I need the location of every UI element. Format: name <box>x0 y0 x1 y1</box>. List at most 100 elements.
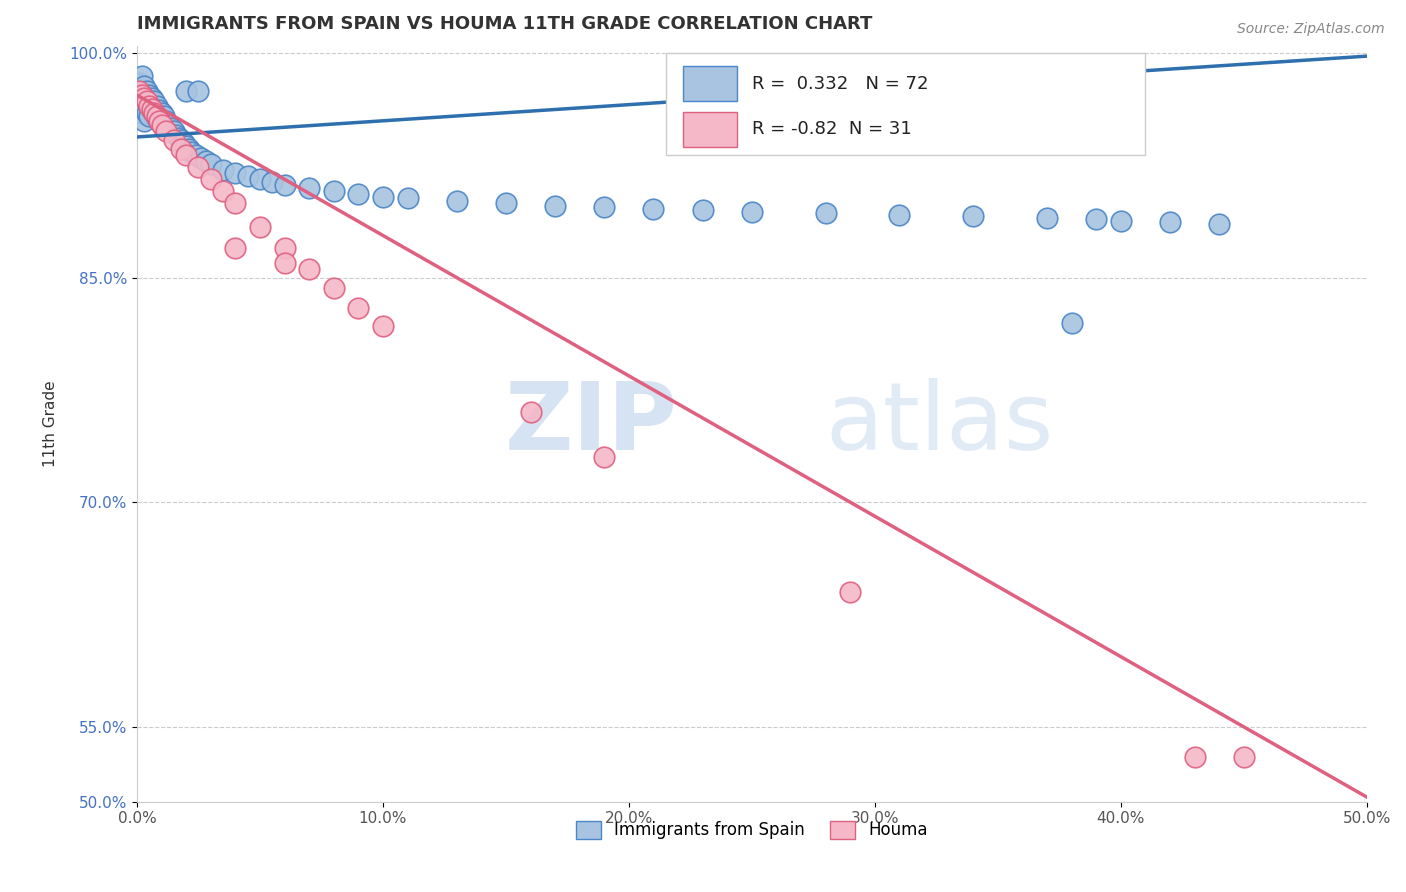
Point <box>141 91 163 105</box>
Point <box>173 136 195 150</box>
Point <box>1233 749 1256 764</box>
Point <box>148 113 170 128</box>
Point <box>131 88 153 103</box>
Point <box>262 175 284 189</box>
Point <box>249 219 271 234</box>
FancyBboxPatch shape <box>683 112 737 146</box>
Point <box>135 84 157 98</box>
Point <box>134 102 156 116</box>
Point <box>155 124 177 138</box>
Point <box>446 194 468 209</box>
Point <box>170 133 193 147</box>
Point <box>128 84 150 98</box>
Point <box>544 199 567 213</box>
Point <box>145 109 167 123</box>
Point <box>135 94 157 108</box>
Text: IMMIGRANTS FROM SPAIN VS HOUMA 11TH GRADE CORRELATION CHART: IMMIGRANTS FROM SPAIN VS HOUMA 11TH GRAD… <box>136 15 872 33</box>
Point <box>1109 214 1132 228</box>
Point <box>138 98 160 112</box>
Point <box>1208 217 1230 231</box>
Point <box>160 120 183 135</box>
Point <box>131 94 153 108</box>
Point <box>224 241 246 255</box>
Point <box>495 195 517 210</box>
Point <box>322 184 344 198</box>
Point <box>224 195 246 210</box>
Point <box>212 184 235 198</box>
Point <box>128 88 150 103</box>
Point <box>143 106 166 120</box>
Point <box>889 208 911 222</box>
FancyBboxPatch shape <box>666 54 1146 155</box>
Point <box>519 405 541 419</box>
Point <box>131 106 153 120</box>
Point <box>839 585 862 599</box>
Point <box>249 172 271 186</box>
Point <box>396 191 419 205</box>
Point <box>1060 316 1083 330</box>
Point <box>174 148 197 162</box>
Point <box>145 111 167 125</box>
Point <box>1184 749 1206 764</box>
Point <box>145 98 167 112</box>
Point <box>148 103 170 117</box>
Point <box>163 124 186 138</box>
Text: Source: ZipAtlas.com: Source: ZipAtlas.com <box>1237 22 1385 37</box>
Point <box>1085 212 1108 227</box>
Text: R = -0.82  N = 31: R = -0.82 N = 31 <box>752 120 911 138</box>
Point <box>128 98 150 112</box>
Point <box>177 142 200 156</box>
Point <box>134 113 156 128</box>
Point <box>174 139 197 153</box>
Point <box>187 84 209 98</box>
Point <box>138 109 160 123</box>
Point <box>128 76 150 90</box>
Point <box>174 84 197 98</box>
Point <box>138 88 160 103</box>
Point <box>371 318 394 333</box>
Point <box>741 204 763 219</box>
Point <box>962 209 984 223</box>
FancyBboxPatch shape <box>683 67 737 101</box>
Point <box>184 148 207 162</box>
Point <box>163 133 186 147</box>
Text: atlas: atlas <box>825 377 1054 469</box>
Point <box>236 169 259 183</box>
Text: R =  0.332   N = 72: R = 0.332 N = 72 <box>752 75 928 93</box>
Point <box>643 202 665 216</box>
Point <box>371 190 394 204</box>
Point <box>180 145 202 159</box>
Point <box>170 142 193 156</box>
Point <box>347 301 370 315</box>
Point <box>143 106 166 120</box>
Point <box>200 172 222 186</box>
Point <box>153 109 176 123</box>
Text: ZIP: ZIP <box>505 377 678 469</box>
Point <box>273 256 295 270</box>
Point <box>298 261 321 276</box>
Point <box>1036 211 1059 225</box>
Point <box>148 113 170 128</box>
Point <box>155 113 177 128</box>
Point <box>131 84 153 98</box>
Point <box>143 94 166 108</box>
Point <box>593 450 616 465</box>
Point <box>224 166 246 180</box>
Point <box>167 131 190 145</box>
Legend: Immigrants from Spain, Houma: Immigrants from Spain, Houma <box>569 814 935 847</box>
Y-axis label: 11th Grade: 11th Grade <box>44 380 58 467</box>
Point <box>190 151 212 165</box>
Point <box>1159 215 1181 229</box>
Point <box>157 118 180 132</box>
Point <box>194 153 217 168</box>
Point <box>150 106 173 120</box>
Point <box>150 118 173 132</box>
Point <box>165 128 187 143</box>
Point <box>593 200 616 214</box>
Point <box>141 102 163 116</box>
Point <box>322 281 344 295</box>
Point <box>692 203 714 218</box>
Point <box>135 94 157 108</box>
Point <box>212 162 235 177</box>
Point <box>138 98 160 112</box>
